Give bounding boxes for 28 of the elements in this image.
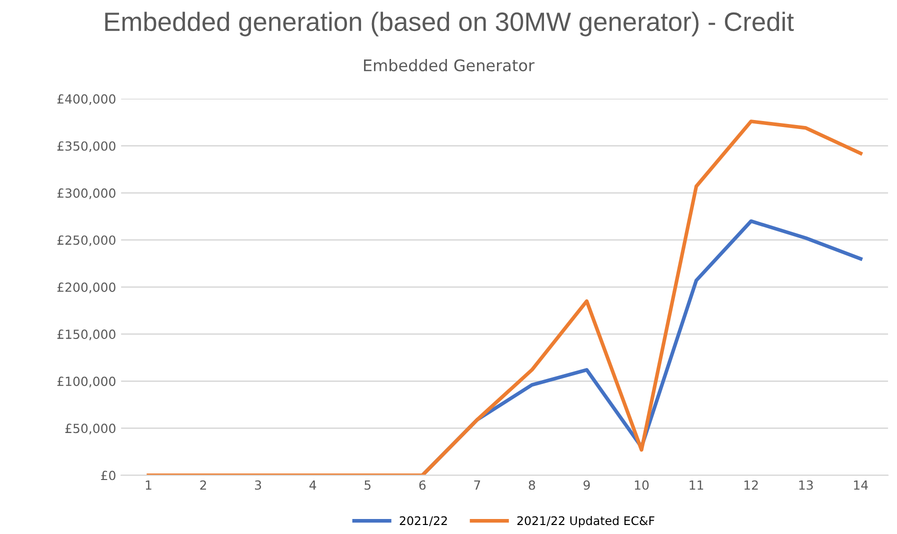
y-tick-label: £0: [101, 470, 116, 480]
y-tick-label: £50,000: [65, 424, 116, 434]
y-tick-label: £200,000: [57, 282, 116, 294]
x-tick-label: 11: [690, 480, 704, 490]
y-tick-label: £400,000: [57, 94, 116, 105]
x-tick-label: 1: [146, 480, 152, 490]
y-tick-label: £300,000: [57, 188, 116, 200]
y-tick-label: £100,000: [57, 376, 116, 388]
y-tick-label: £350,000: [57, 141, 116, 152]
x-tick-label: 12: [744, 480, 758, 490]
x-tick-label: 5: [364, 480, 370, 490]
x-tick-label: 9: [584, 480, 590, 490]
chart-title: Embedded generation (based on 30MW generator) - Credit: [105, 12, 794, 36]
x-tick-label: 3: [255, 480, 262, 490]
chart-subtitle: Embedded Generator: [364, 59, 535, 72]
legend-label: 2021/22: [400, 516, 447, 526]
x-tick-label: 14: [854, 480, 868, 490]
x-tick-label: 6: [419, 480, 426, 490]
x-tick-label: 13: [799, 480, 813, 490]
y-tick-label: £250,000: [57, 235, 116, 246]
x-tick-label: 2: [200, 480, 206, 490]
x-tick-label: 7: [474, 480, 480, 490]
x-tick-label: 4: [309, 480, 316, 490]
x-tick-label: 8: [528, 480, 536, 490]
x-tick-label: 10: [634, 480, 649, 490]
line-series: [146, 120, 862, 476]
y-tick-label: £150,000: [57, 330, 116, 340]
legend-label: 2021/22 Updated EC&F: [517, 516, 654, 528]
